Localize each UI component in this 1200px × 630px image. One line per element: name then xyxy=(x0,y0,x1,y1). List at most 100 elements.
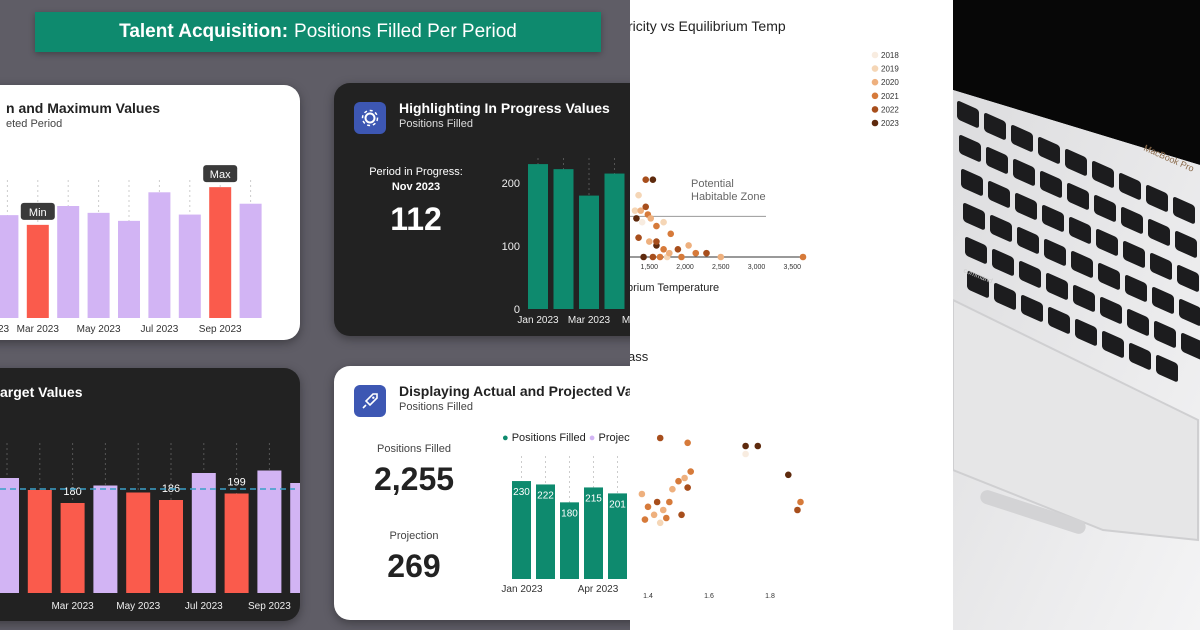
card-projected-title: Displaying Actual and Projected Va xyxy=(399,383,630,399)
x-tick-label: 2023 xyxy=(0,324,10,335)
legend-label: 2023 xyxy=(881,119,899,128)
legend-label: 2021 xyxy=(881,92,899,101)
card-min-max: n and Maximum Values eted Period Min Max 2… xyxy=(0,85,300,340)
period-value: Nov 2023 xyxy=(391,181,441,193)
keyboard-key xyxy=(988,181,1010,208)
scatter-point xyxy=(660,245,667,253)
scatter-point xyxy=(647,215,655,222)
y-tick-label: 0 xyxy=(514,304,520,316)
scatter-point xyxy=(742,450,749,458)
x-tick-label: Sep 2023 xyxy=(248,601,291,612)
legend-label: 2020 xyxy=(881,78,899,87)
x-tick-label: 3,500 xyxy=(784,264,802,271)
keyboard-key xyxy=(1019,261,1041,288)
scatter-point xyxy=(669,485,676,493)
keyboard-key xyxy=(1067,183,1089,210)
scatter-point xyxy=(687,468,694,475)
min-label: Min xyxy=(29,207,47,219)
bar xyxy=(239,203,262,318)
scatter-title-1: ricity vs Equilibrium Temp xyxy=(630,18,786,34)
period-label: Period in Progress: xyxy=(369,166,463,178)
scatter-point xyxy=(653,238,660,245)
legend-actual-dot: ● xyxy=(502,432,509,444)
scatter-point xyxy=(799,253,807,261)
scatter-panel: ricity vs Equilibrium Temp Potential Hab… xyxy=(630,0,953,630)
keyboard-key xyxy=(1092,161,1114,188)
x-tick-label: Mar 2023 xyxy=(17,324,60,335)
scatter-point xyxy=(645,238,653,245)
bar xyxy=(512,481,531,579)
keyboard-key xyxy=(1121,207,1143,234)
card-projected-subtitle: Positions Filled xyxy=(399,401,473,413)
legend-swatch xyxy=(871,106,879,113)
keyboard-key xyxy=(1154,321,1176,348)
scatter-point xyxy=(653,498,661,506)
x-tick-label: 3,000 xyxy=(748,264,766,271)
scatter-point xyxy=(785,471,792,479)
scatter-point xyxy=(742,442,749,450)
keyboard-key xyxy=(965,237,987,264)
dashboard-banner: Talent Acquisition: Positions Filled Per… xyxy=(35,12,601,52)
bar xyxy=(178,214,201,318)
bar xyxy=(579,195,599,309)
keyboard-key xyxy=(1098,263,1120,290)
bar xyxy=(224,493,249,593)
keyboard-key xyxy=(957,101,979,128)
keyboard-key xyxy=(984,113,1006,140)
zone-label: Potential Habitable Zone xyxy=(691,178,766,204)
scatter-point xyxy=(692,249,700,257)
x-tick-label: 1.8 xyxy=(765,593,775,600)
dashboard-panel: Talent Acquisition: Positions Filled Per… xyxy=(0,12,630,621)
projected-chart: 230 222 180 215 201 Jan 2023 Apr 2023 xyxy=(501,456,627,595)
x-tick-label: 2,000 xyxy=(676,264,694,271)
legend-swatch xyxy=(871,78,879,86)
scatter-point xyxy=(653,222,660,230)
keyboard-key xyxy=(1156,355,1178,382)
data-label: 222 xyxy=(537,490,554,501)
x-tick-label: Sep 2023 xyxy=(199,324,242,335)
keyboard-key xyxy=(1013,159,1035,186)
keyboard-key xyxy=(1100,297,1122,324)
scatter-point xyxy=(640,253,647,261)
kpi-projection-value: 269 xyxy=(387,548,441,584)
x-tick-label: 1.6 xyxy=(704,593,714,600)
settings-icon xyxy=(354,102,386,134)
data-label: 215 xyxy=(585,493,602,504)
card-min-max-subtitle: eted Period xyxy=(6,118,63,130)
keyboard-key xyxy=(1071,251,1093,278)
keyboard-key xyxy=(959,135,981,162)
scatter-point xyxy=(656,519,664,527)
scatter-point xyxy=(797,498,804,506)
x-tick-label: 1.4 xyxy=(643,593,653,600)
in-progress-kpi: 112 xyxy=(390,201,442,237)
zone-label-line2: Habitable Zone xyxy=(691,191,766,203)
kpi-positions-value: 2,255 xyxy=(373,461,455,497)
keyboard-key xyxy=(1179,299,1200,326)
scatter-point xyxy=(635,191,642,199)
bar xyxy=(191,473,216,593)
scatter-point xyxy=(684,439,691,447)
y-tick-label: 200 xyxy=(502,178,520,190)
card-target: arget Values 180 186 199 Mar 2023 May 2023 Ju… xyxy=(0,368,300,621)
scatter-point xyxy=(650,511,658,519)
x-tick-label: Mar 2023 xyxy=(51,601,94,612)
bar xyxy=(0,215,19,318)
scatter-point xyxy=(667,230,675,238)
data-label: 201 xyxy=(609,499,626,510)
keyboard-key xyxy=(1021,295,1043,322)
scatter-point xyxy=(678,511,685,519)
scatter-point xyxy=(675,477,682,485)
in-progress-chart: 0 100 200 Jan 2023 Mar 2023 M xyxy=(502,158,630,326)
trackpad xyxy=(953,298,1199,542)
keyboard-key xyxy=(1173,197,1195,224)
bar xyxy=(528,164,548,309)
scatter-point xyxy=(644,503,652,511)
x-tick-label: May 2023 xyxy=(116,601,160,612)
data-label: 230 xyxy=(513,487,530,498)
keyboard-key xyxy=(1181,333,1200,360)
bar xyxy=(209,187,232,318)
keyboard-key xyxy=(1042,205,1064,232)
scatter-point xyxy=(717,253,725,261)
x-tick-label: Apr 2023 xyxy=(578,584,619,595)
legend-swatch xyxy=(871,92,879,100)
